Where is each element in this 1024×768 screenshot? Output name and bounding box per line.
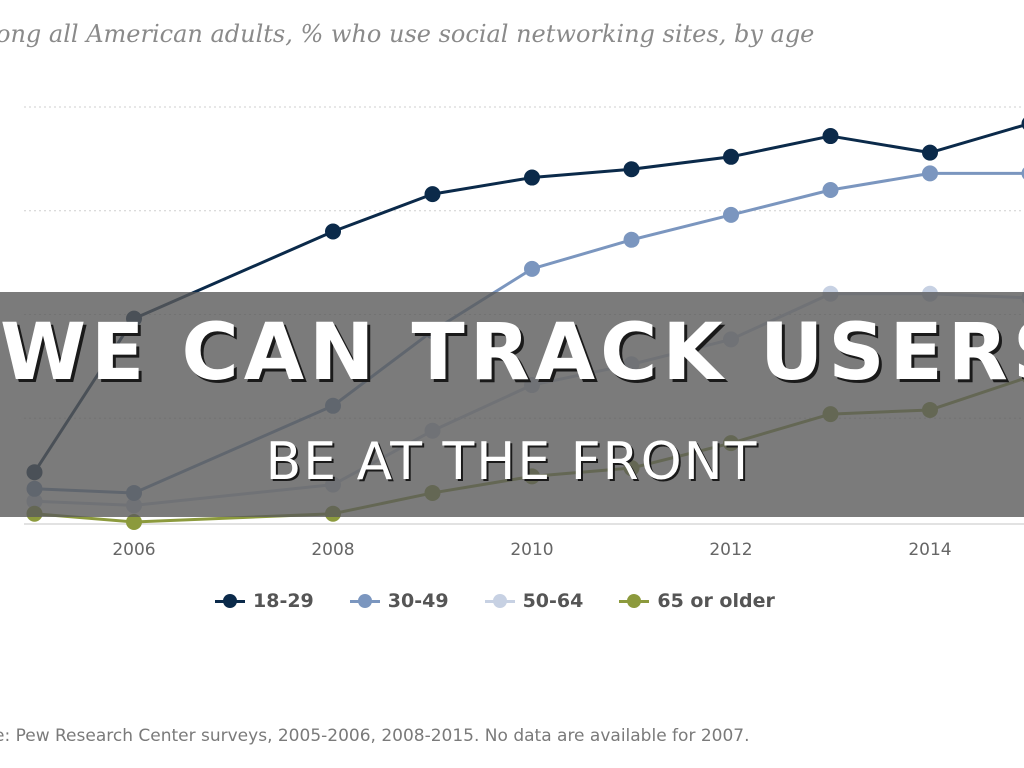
overlay-banner (0, 292, 1024, 517)
data-point (424, 186, 441, 203)
legend-swatch-icon (349, 594, 380, 608)
x-tick-label: 2008 (311, 540, 354, 560)
legend-item: 50-64 (484, 590, 584, 612)
data-point (524, 260, 540, 277)
legend-label: 50-64 (522, 590, 584, 612)
x-tick-label: 2012 (709, 540, 752, 560)
data-point (723, 206, 739, 223)
legend-item: 30-49 (349, 590, 449, 612)
data-point (723, 148, 739, 165)
data-point (922, 144, 938, 161)
data-point (524, 169, 540, 186)
x-tick-label: 2010 (510, 540, 553, 560)
legend-label: 30-49 (387, 590, 449, 612)
data-point (822, 128, 839, 145)
data-point (1021, 117, 1024, 130)
legend-item: 18-29 (215, 590, 314, 612)
data-point (623, 161, 640, 178)
x-tick-label: 2014 (908, 540, 951, 560)
legend-label: 65 or older (657, 590, 775, 612)
chart-subtitle: ong all American adults, % who use socia… (0, 20, 815, 48)
data-point (922, 165, 938, 182)
legend-swatch-icon (484, 594, 515, 608)
x-tick-label: 2006 (112, 540, 155, 560)
legend-swatch-icon (619, 594, 650, 608)
source-note: e: Pew Research Center surveys, 2005-200… (0, 726, 750, 746)
series-line (33, 123, 1024, 474)
legend-label: 18-29 (253, 590, 314, 612)
data-point (623, 231, 640, 248)
data-point (822, 182, 839, 198)
data-point (325, 223, 341, 240)
overlay-title: WE CAN TRACK USERS (0, 308, 1024, 398)
overlay-subtitle: BE AT THE FRONT (265, 432, 759, 492)
data-point (126, 514, 142, 530)
data-point (1021, 167, 1024, 180)
legend-swatch-icon (215, 594, 245, 608)
chart-legend: 18-29 30-49 50-64 65 or older (215, 590, 811, 612)
legend-item: 65 or older (619, 590, 775, 612)
